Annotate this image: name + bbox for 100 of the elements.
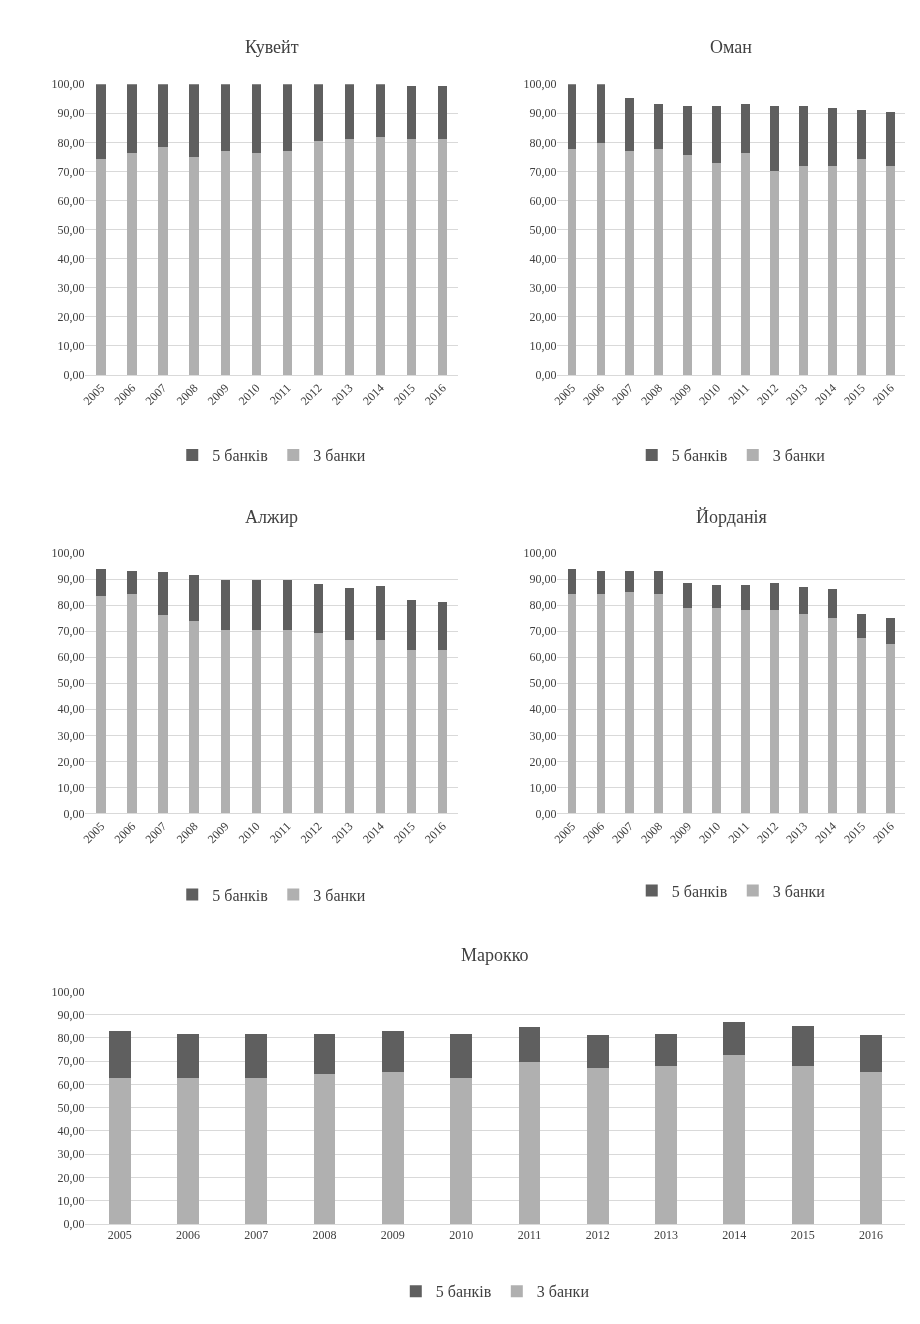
bar [344,588,355,640]
y-tick-label: 90,00 [57,106,85,121]
bar [313,1033,336,1074]
bar [96,84,106,159]
bar [770,610,780,814]
bar [799,614,809,814]
bar [381,1071,404,1224]
y-tick-label: 40,00 [529,702,557,717]
bar [586,1035,609,1068]
legend-label: 3 банки [772,882,826,900]
legend-label: 3 банки [536,1283,590,1301]
bar [828,166,837,376]
bar [437,85,448,140]
bar [406,600,417,650]
bar [828,588,837,618]
bar [282,151,292,376]
x-tick-label: 2012 [585,1228,610,1243]
y-tick-label: 80,00 [57,1031,85,1046]
y-tick-label: 60,00 [57,193,85,208]
y-tick-label: 20,00 [529,310,557,325]
bar [596,594,606,814]
bar [770,582,780,611]
bar [741,610,751,814]
legend-label: 3 банки [313,886,366,904]
bar [108,1077,131,1224]
y-tick-label: 100,00 [51,77,85,92]
y-tick-label: 30,00 [57,281,85,295]
y-tick-label: 90,00 [529,106,557,121]
y-tick-label: 0,00 [535,368,557,383]
bar [567,148,577,376]
bar [857,158,866,376]
bar [313,140,323,376]
chart-title: Оман [710,37,753,57]
bar [381,1031,404,1072]
bar [712,608,722,814]
bar [567,84,577,149]
bar [450,1033,473,1078]
bar [406,85,417,140]
y-tick-label: 30,00 [529,281,557,295]
x-tick-label: 2005 [107,1228,132,1243]
bar [282,84,292,152]
bar [344,639,355,814]
bar [741,584,751,611]
bar [860,1071,882,1224]
bar [655,1033,677,1067]
bar [683,154,693,376]
bar [437,139,448,376]
bar [596,142,606,376]
bar [313,633,323,814]
x-tick-label: 2011 [725,380,753,408]
bar [723,1021,746,1055]
y-tick-label: 50,00 [529,222,557,237]
y-tick-label: 0,00 [63,1217,85,1232]
bar [860,1035,882,1072]
bar [313,584,323,634]
x-tick-label: 2006 [175,1228,200,1243]
chart-title: Кувейт [245,37,299,57]
bar [518,1062,541,1224]
y-tick-label: 40,00 [57,251,85,266]
legend-label: 5 банків [671,447,728,465]
bar [857,637,866,814]
y-tick-label: 40,00 [529,251,557,266]
y-tick-label: 60,00 [57,650,85,665]
bar [886,618,895,645]
y-tick-label: 30,00 [57,728,85,743]
chart-title: Марокко [461,945,529,965]
bar [828,617,837,814]
bar [158,615,168,814]
bar [375,84,386,138]
bar [158,572,168,616]
bar [313,1073,336,1224]
bar [596,570,606,595]
bar [245,1033,268,1078]
bar [189,84,199,157]
y-tick-label: 100,00 [51,546,85,561]
bar [220,84,230,152]
x-tick-label: 2011 [517,1228,542,1243]
bar [96,595,106,814]
bar [251,580,261,630]
y-tick-label: 80,00 [57,135,85,150]
bar [712,584,722,609]
bar [886,644,895,814]
bar [313,84,323,141]
x-tick-label: 2011 [725,819,753,846]
bar [127,570,137,595]
bar [158,84,168,148]
x-tick-label: 2016 [858,1228,883,1243]
bar [96,158,106,376]
bar [406,139,417,376]
bar [251,84,261,153]
y-tick-label: 60,00 [57,1077,85,1092]
bar [886,111,895,167]
bar [375,137,386,376]
y-tick-label: 20,00 [57,754,85,769]
y-tick-label: 20,00 [57,1170,85,1185]
y-tick-label: 60,00 [529,193,557,208]
bar [586,1067,609,1224]
bar [437,602,448,650]
legend-label: 5 банків [671,882,728,900]
bar [282,580,292,630]
